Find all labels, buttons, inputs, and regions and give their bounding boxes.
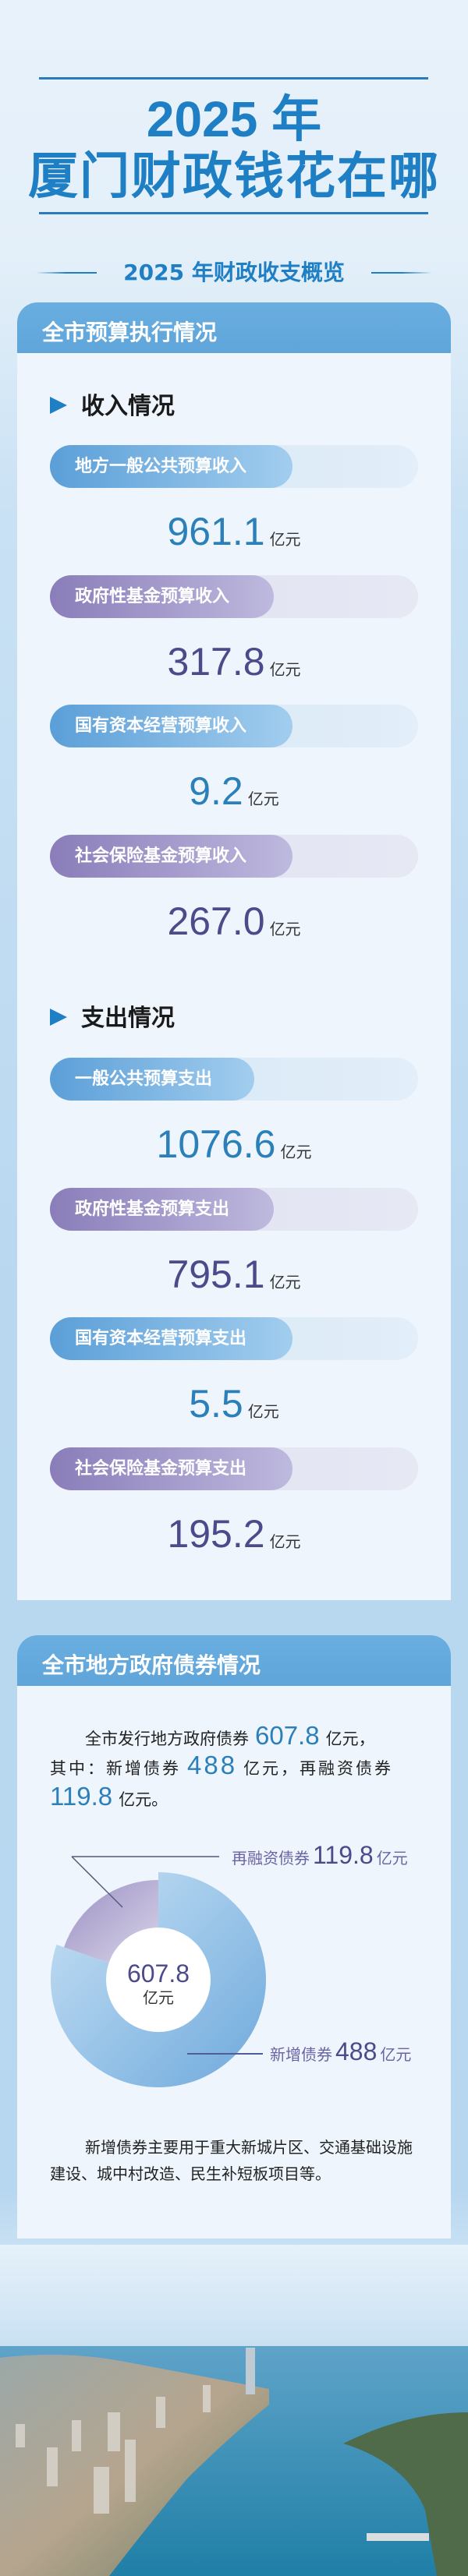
budget-item-label: 地方一般公共预算收入 <box>50 445 292 488</box>
subtitle-right-rule <box>371 272 432 274</box>
new-bonds-value: 488 <box>187 1751 238 1779</box>
value-unit: 亿元 <box>269 919 301 938</box>
budget-item-bar: 地方一般公共预算收入 <box>50 445 418 488</box>
total-bonds-value: 607.8 <box>255 1721 320 1750</box>
summary-text: 亿元。 <box>119 1790 168 1809</box>
income-heading-text: 收入情况 <box>81 393 175 420</box>
city-skyline-photo <box>0 2245 468 2576</box>
skyscraper <box>246 2348 255 2394</box>
triangle-bullet-icon <box>50 396 67 414</box>
new-bonds-label: 新增债券 488 亿元 <box>270 2037 411 2066</box>
budget-card: 全市预算执行情况 收入情况 地方一般公共预算收入 961.1 亿元 政府性基金预算收入… <box>17 302 451 1600</box>
triangle-bullet-icon <box>50 1008 67 1026</box>
expense-heading-text: 支出情况 <box>81 1005 175 1032</box>
debt-usage-note: 新增债券主要用于重大新城片区、交通基础设施建设、城中村改造、民生补短板项目等。 <box>50 2138 413 2183</box>
income-heading: 收入情况 <box>50 391 175 422</box>
value-unit: 亿元 <box>247 790 279 808</box>
budget-item-label: 国有资本经营预算收入 <box>50 705 292 747</box>
debt-summary-line-3: 119.8 亿元。 <box>50 1781 418 1815</box>
value-number: 795.1 <box>167 1252 265 1296</box>
budget-item-value: 267.0 亿元 <box>17 899 451 943</box>
page-title: 厦门财政钱花在哪 <box>28 148 440 206</box>
debt-donut-chart <box>50 1856 266 2087</box>
page-title-year: 2025 年 <box>146 91 322 147</box>
value-number: 317.8 <box>167 639 265 684</box>
value-number: 961.1 <box>167 510 265 553</box>
donut-slice-refinancing-bonds <box>64 1880 158 1965</box>
budget-item-value: 961.1 亿元 <box>17 510 451 553</box>
budget-item-bar: 社会保险基金预算收入 <box>50 834 418 878</box>
budget-item-bar: 社会保险基金预算支出 <box>50 1447 418 1490</box>
budget-item-value: 1076.6 亿元 <box>17 1122 451 1166</box>
debt-card: 全市地方政府债券情况 全市发行地方政府债券 607.8 亿元， 其中：新增债券 488… <box>17 1635 451 2239</box>
budget-item-label: 社会保险基金预算支出 <box>50 1447 292 1490</box>
budget-item-bar: 政府性基金预算收入 <box>50 574 418 618</box>
budget-item-bar: 国有资本经营预算收入 <box>50 705 418 747</box>
legend-value: 488 <box>335 2037 378 2065</box>
value-number: 1076.6 <box>156 1122 276 1166</box>
value-unit: 亿元 <box>269 1272 301 1292</box>
section-subtitle: 2025 年财政收支概览 <box>123 260 345 285</box>
summary-text: 亿元，再融资债券 <box>243 1759 394 1778</box>
legend-label: 再融资债券 <box>232 1849 310 1868</box>
value-unit: 亿元 <box>269 530 301 549</box>
budget-card-header: 全市预算执行情况 <box>17 302 451 353</box>
donut-slice-new-bonds <box>50 1872 266 2087</box>
debt-summary-line-1: 全市发行地方政府债券 607.8 亿元， <box>50 1720 418 1754</box>
budget-item-value: 9.2 亿元 <box>17 769 451 813</box>
summary-text: 亿元， <box>325 1730 375 1748</box>
refinancing-label: 再融资债券 119.8 亿元 <box>232 1841 408 1870</box>
value-unit: 亿元 <box>269 659 301 679</box>
debt-summary-line-2: 其中：新增债券 488 亿元，再融资债券 <box>50 1750 418 1784</box>
donut-center-value: 607.8 <box>126 1959 190 1988</box>
value-number: 5.5 <box>189 1382 243 1426</box>
value-unit: 亿元 <box>269 1532 301 1551</box>
budget-item-value: 195.2 亿元 <box>17 1512 451 1556</box>
refinancing-bonds-value: 119.8 <box>50 1782 113 1811</box>
title-top-rule <box>39 77 428 80</box>
title-bottom-rule <box>39 212 428 214</box>
budget-item-label: 社会保险基金预算收入 <box>50 834 292 878</box>
value-unit: 亿元 <box>247 1402 279 1421</box>
budget-item-bar: 一般公共预算支出 <box>50 1058 418 1101</box>
debt-card-header: 全市地方政府债券情况 <box>17 1635 451 1686</box>
summary-text: 全市发行地方政府债券 <box>85 1730 249 1748</box>
legend-unit: 亿元 <box>380 2045 412 2064</box>
expense-heading: 支出情况 <box>50 1003 175 1034</box>
budget-item-label: 一般公共预算支出 <box>50 1058 254 1101</box>
value-number: 267.0 <box>167 899 265 943</box>
value-unit: 亿元 <box>280 1143 312 1161</box>
donut-center-label: 607.8 亿元 <box>106 1959 211 2008</box>
summary-text: 其中：新增债券 <box>50 1759 181 1778</box>
value-number: 195.2 <box>167 1511 265 1556</box>
donut-center-unit: 亿元 <box>143 1988 174 2007</box>
legend-value: 119.8 <box>313 1841 374 1869</box>
budget-item-value: 795.1 亿元 <box>17 1253 451 1296</box>
budget-item-bar: 国有资本经营预算支出 <box>50 1317 418 1360</box>
budget-item-value: 317.8 亿元 <box>17 640 451 684</box>
budget-item-label: 国有资本经营预算支出 <box>50 1317 292 1360</box>
budget-item-value: 5.5 亿元 <box>17 1382 451 1426</box>
subtitle-left-rule <box>36 272 97 274</box>
donut-center-hole <box>106 1928 211 2032</box>
budget-item-bar: 政府性基金预算支出 <box>50 1187 418 1231</box>
budget-item-label: 政府性基金预算支出 <box>50 1187 274 1231</box>
refinancing-leader-line <box>71 1856 123 1908</box>
legend-label: 新增债券 <box>270 2045 332 2064</box>
legend-unit: 亿元 <box>376 1849 408 1868</box>
budget-item-label: 政府性基金预算收入 <box>50 574 274 618</box>
value-number: 9.2 <box>189 769 243 813</box>
